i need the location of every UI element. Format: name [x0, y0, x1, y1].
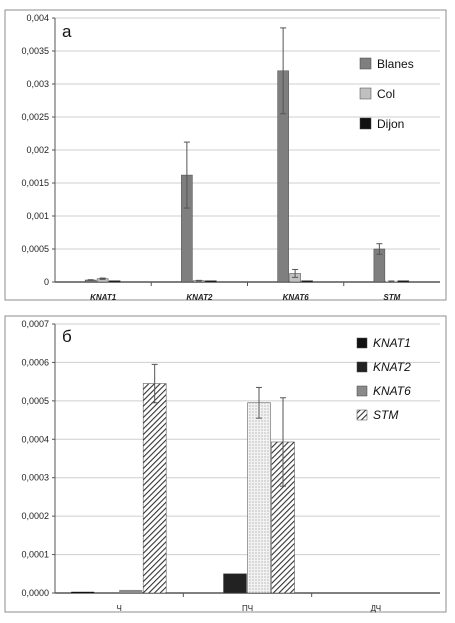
y-tick-label: 0,0025 — [21, 112, 49, 122]
legend-swatch — [356, 409, 368, 421]
panel-frame — [4, 9, 447, 301]
y-tick-label: 0 — [44, 277, 49, 287]
legend: KNAT1 KNAT2 KNAT6 STM — [356, 336, 411, 422]
legend-label: Blanes — [377, 57, 414, 71]
y-tick-label: 0,0007 — [21, 319, 49, 329]
y-tick-label: 0,0006 — [21, 357, 49, 367]
legend-label: KNAT2 — [373, 360, 411, 374]
y-tick-label: 0,0003 — [21, 473, 49, 483]
legend-swatch — [356, 361, 368, 373]
bar-dijon — [108, 280, 121, 283]
x-tick-label: Ч — [116, 604, 121, 613]
y-tick-label: 0,0000 — [21, 588, 49, 598]
y-tick-label: 0,001 — [26, 211, 49, 221]
y-tick-label: 0,0015 — [21, 178, 49, 188]
y-tick-label: 0,0005 — [21, 396, 49, 406]
panel-label: а — [62, 22, 72, 41]
bar-dijon — [397, 280, 410, 283]
legend-label: STM — [373, 408, 398, 422]
legend-label: Col — [377, 87, 395, 101]
x-tick-label: KNAT6 — [283, 293, 310, 302]
bar-knat6 — [119, 589, 143, 593]
y-tick-label: 0,002 — [26, 145, 49, 155]
panel-label: б — [62, 327, 72, 346]
y-tick-label: 0,0001 — [21, 550, 49, 560]
legend-swatch — [359, 117, 372, 130]
x-tick-label: KNAT1 — [90, 293, 117, 302]
bar-stm — [142, 383, 167, 594]
bar-knat6 — [247, 402, 271, 594]
x-tick-label: KNAT2 — [186, 293, 213, 302]
bar-knat1 — [71, 591, 95, 593]
legend-swatch — [356, 385, 368, 397]
y-tick-label: 0,0002 — [21, 511, 49, 521]
y-tick-label: 0,0004 — [21, 434, 49, 444]
legend-swatch — [359, 57, 372, 70]
bar-dijon — [205, 280, 217, 283]
legend-label: KNAT1 — [373, 336, 411, 350]
chart-panel-2: 0,0000 0,0001 0,0002 0,0003 0,0004 0,0005 0,00… — [4, 315, 447, 613]
y-tick-label: 0,0035 — [21, 46, 49, 56]
x-tick-label: STM — [383, 293, 400, 302]
y-tick-label: 0,003 — [26, 79, 49, 89]
legend-swatch — [359, 87, 372, 100]
legend-swatch — [356, 337, 368, 349]
legend: Blanes Col Dijon — [359, 57, 414, 131]
legend-label: KNAT6 — [373, 384, 411, 398]
y-tick-label: 0,004 — [26, 13, 49, 23]
y-tick-label: 0,0005 — [21, 244, 49, 254]
legend-label: Dijon — [377, 117, 404, 131]
chart-panel-1: 0 0,0005 0,001 0,0015 0,002 0,0025 0,003 0,0035… — [4, 9, 447, 302]
x-tick-label: ПЧ — [242, 604, 253, 613]
panel-frame — [4, 315, 447, 613]
bar-knat2 — [223, 573, 247, 594]
bar-dijon — [301, 280, 313, 283]
x-tick-label: ДЧ — [371, 604, 381, 613]
